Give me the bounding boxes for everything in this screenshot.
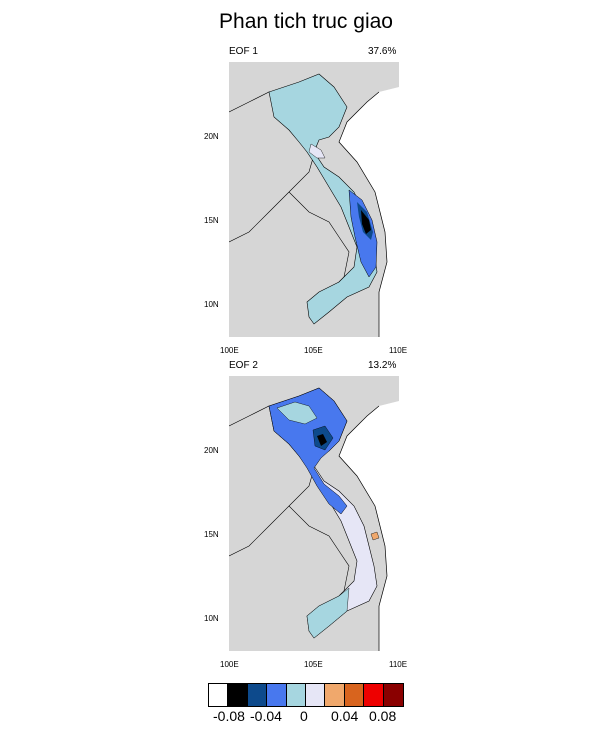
colorbar-label-neg004: -0.04 [250, 708, 282, 724]
colorbar-swatch [325, 684, 345, 706]
colorbar-swatch [344, 684, 365, 706]
colorbar-label-004: 0.04 [331, 708, 359, 724]
lon-tick-105e: 105E [304, 660, 323, 669]
lat-tick-15n: 15N [204, 216, 219, 225]
lon-tick-105e: 105E [304, 346, 323, 355]
panel-1-variance: 37.6% [368, 46, 397, 57]
sea-area [339, 376, 399, 651]
colorbar-swatch [286, 684, 306, 706]
panel-2-name: EOF 2 [229, 360, 258, 371]
panel-2-variance: 13.2% [368, 360, 397, 371]
lon-tick-110e: 110E [389, 346, 408, 355]
colorbar-swatch [209, 684, 229, 706]
figure-title: Phan tich truc giao [219, 10, 393, 33]
colorbar-swatch [364, 684, 384, 706]
colorbar-swatch [247, 684, 268, 706]
colorbar-swatch [383, 684, 403, 706]
lat-tick-20n: 20N [204, 132, 219, 141]
lat-tick-10n: 10N [204, 614, 219, 623]
colorbar-label-neg008: -0.08 [213, 708, 245, 724]
map-panel-2 [229, 376, 399, 651]
lon-tick-100e: 100E [220, 660, 239, 669]
lon-tick-100e: 100E [220, 346, 239, 355]
colorbar-swatch [305, 684, 326, 706]
panel-1-name: EOF 1 [229, 46, 258, 57]
colorbar-label-zero: 0 [300, 708, 308, 724]
lon-tick-110e: 110E [389, 660, 408, 669]
lat-tick-20n: 20N [204, 446, 219, 455]
sea-area [339, 62, 399, 337]
colorbar-swatch [267, 684, 287, 706]
map-panel-1 [229, 62, 399, 337]
colorbar-swatch [228, 684, 248, 706]
colorbar [208, 683, 404, 707]
colorbar-label-008: 0.08 [369, 708, 397, 724]
lat-tick-15n: 15N [204, 530, 219, 539]
lat-tick-10n: 10N [204, 300, 219, 309]
